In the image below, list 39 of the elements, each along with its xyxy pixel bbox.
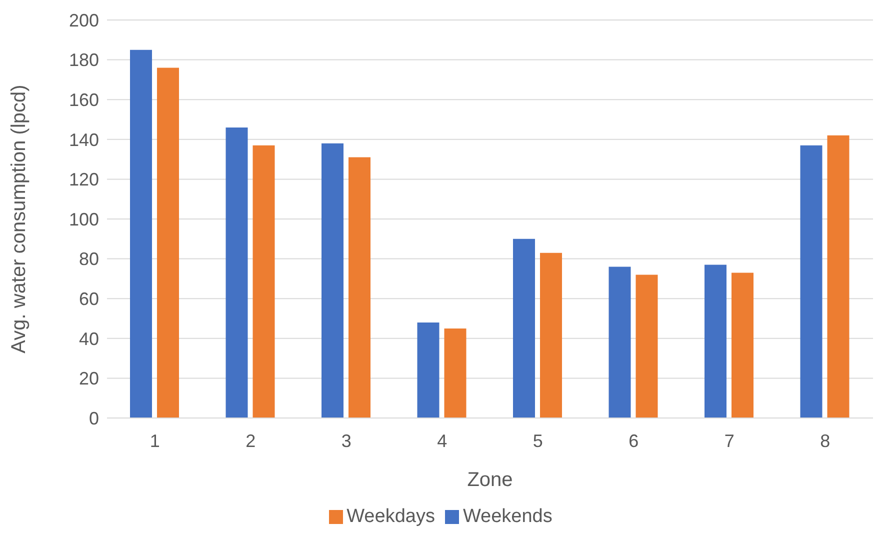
x-tick-label: 3 [341,430,352,451]
y-tick-label: 200 [68,10,99,30]
y-tick-label: 160 [68,90,99,110]
x-tick-label: 6 [628,430,639,451]
bar [513,238,535,418]
y-tick-label: 20 [78,368,99,389]
y-tick-label: 100 [68,209,99,230]
bar [827,135,850,418]
y-tick-label: 0 [88,408,99,428]
bar [417,322,440,418]
y-tick-label: 60 [78,288,99,309]
y-tick-label: 120 [68,170,99,190]
bar [444,328,466,418]
bar [348,157,370,418]
y-tick-label: 180 [68,50,99,70]
x-tick-label: 4 [437,430,448,451]
legend-label: Weekends [462,506,552,527]
bar [540,252,562,418]
bar [636,274,658,418]
x-tick-label: 7 [724,430,734,451]
x-tick-label: 8 [820,430,830,451]
y-tick-label: 40 [78,328,99,349]
bar [800,145,822,418]
x-tick-label: 1 [150,430,160,451]
x-tick-label: 5 [532,430,543,451]
legend-label: Weekdays [346,506,435,527]
bar [732,272,754,418]
y-tick-label: 140 [68,130,99,150]
y-tick-label: 80 [78,249,99,270]
bar [322,143,344,418]
bar [608,266,631,418]
x-tick-label: 2 [246,430,256,451]
y-axis-title: Avg. water consumption (lpcd) [8,84,30,354]
bar [130,50,152,418]
bar [157,68,179,418]
x-axis-title: Zone [467,469,513,492]
bar [704,264,726,418]
bar [226,127,248,418]
bar [252,145,275,418]
